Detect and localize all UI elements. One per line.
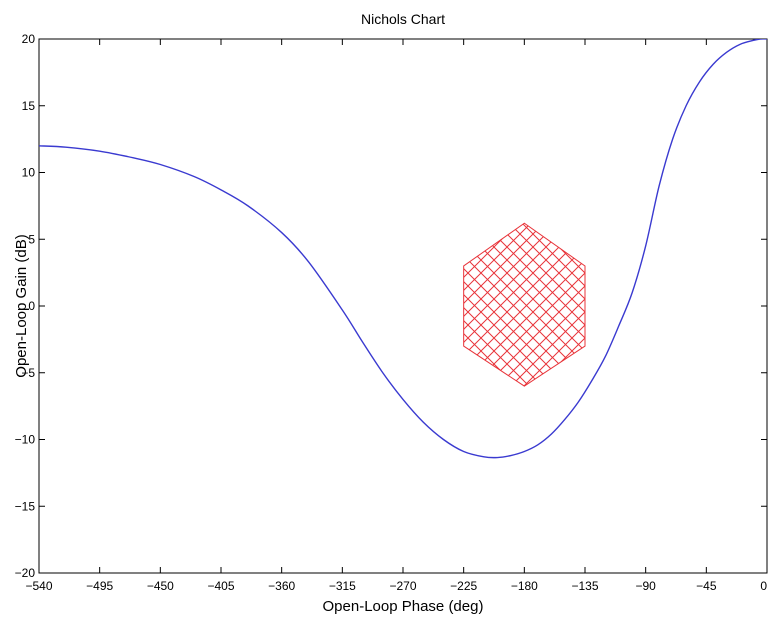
y-tick-label: 20 — [22, 32, 36, 46]
y-tick-label: −15 — [15, 499, 36, 513]
x-tick-label: −225 — [450, 579, 477, 593]
x-tick-label: −90 — [635, 579, 656, 593]
x-tick-label: −135 — [571, 579, 598, 593]
x-axis-label: Open-Loop Phase (deg) — [323, 598, 484, 615]
x-tick-label: −495 — [86, 579, 113, 593]
y-tick-label: 5 — [28, 232, 35, 246]
x-tick-label: −315 — [329, 579, 356, 593]
y-tick-label: 10 — [22, 166, 36, 180]
chart-title: Nichols Chart — [361, 11, 445, 27]
hatched-region — [463, 222, 586, 387]
x-tick-label: −360 — [268, 579, 295, 593]
x-tick-label: −180 — [511, 579, 538, 593]
y-tick-label: −5 — [21, 366, 35, 380]
x-tick-label: −270 — [389, 579, 416, 593]
y-axis-label: Open-Loop Gain (dB) — [13, 234, 30, 377]
x-tick-label: 0 — [760, 579, 767, 593]
x-tick-labels: −540 −495 −450 −405 −360 −315 −270 −225 −180 −135… — [25, 579, 767, 593]
gain-phase-curve — [39, 39, 767, 459]
y-tick-label: −10 — [15, 433, 36, 447]
x-tick-label: −450 — [147, 579, 174, 593]
plot-frame — [38, 38, 768, 574]
x-tick-label: −45 — [696, 579, 717, 593]
axis-ticks — [38, 38, 768, 574]
y-tick-label: 0 — [28, 299, 35, 313]
y-tick-label: −20 — [15, 566, 36, 580]
x-tick-label: −405 — [207, 579, 234, 593]
y-tick-labels: −20 −15 −10 −5 0 5 10 15 20 — [15, 32, 36, 580]
y-tick-label: 15 — [22, 99, 36, 113]
x-tick-label: −540 — [25, 579, 52, 593]
